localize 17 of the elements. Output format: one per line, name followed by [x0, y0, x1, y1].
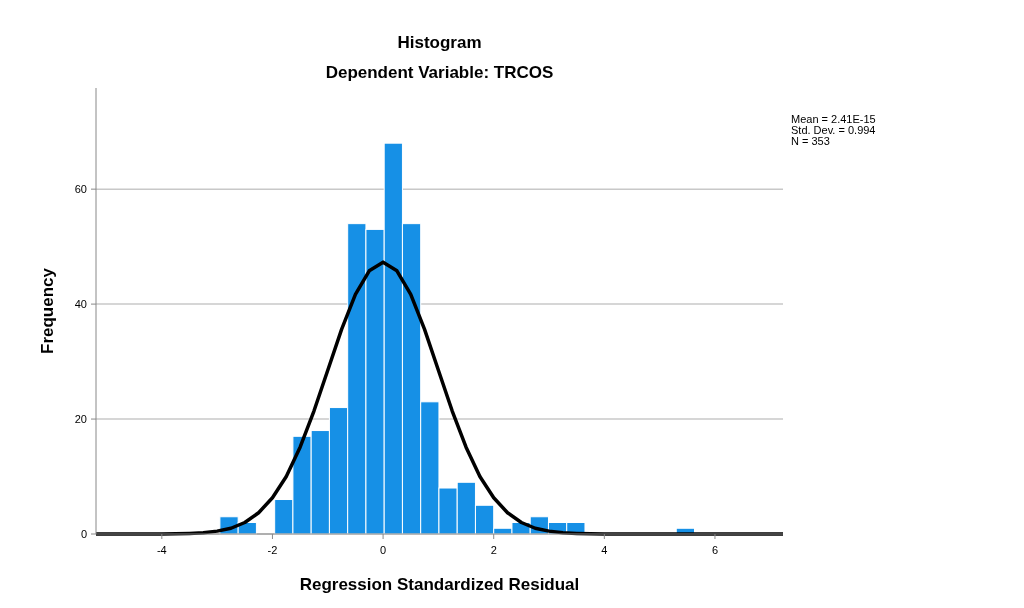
y-tick-label: 0: [80, 527, 87, 540]
y-tick-label: 40: [74, 297, 87, 310]
text: Mean = 2.41E-15: [791, 113, 876, 125]
y-tick-label: 20: [74, 412, 87, 425]
x-tick-label: -2: [267, 544, 278, 556]
x-tick-label: 4: [601, 544, 608, 556]
chart-title: Histogram: [397, 33, 482, 52]
x-axis-title: Regression Standardized Residual: [299, 575, 580, 594]
text: Std. Dev. = 0.994: [791, 124, 876, 136]
text: N = 353: [791, 135, 830, 147]
y-axis-title: Frequency: [38, 267, 57, 354]
x-tick-label: 0: [380, 544, 387, 556]
x-tick-label: 2: [490, 544, 497, 556]
chart-subtitle: Dependent Variable: TRCOS: [325, 63, 554, 82]
x-tick-label: 6: [711, 544, 719, 556]
x-tick-label: -4: [156, 544, 167, 556]
y-tick-label: 60: [74, 183, 87, 195]
